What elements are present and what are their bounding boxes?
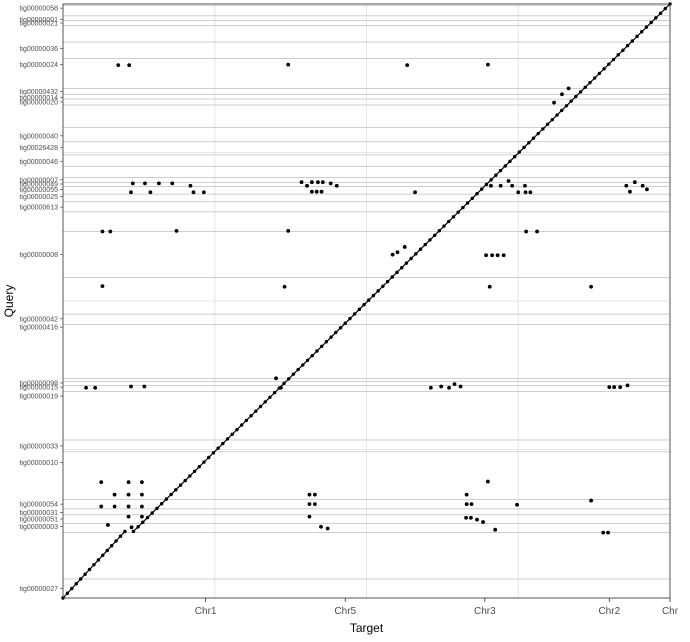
y-tick-label: tig00000036	[19, 46, 58, 53]
x-tick-label: Chr5	[334, 606, 356, 617]
y-tick-label: tig00000054	[19, 502, 58, 509]
x-tick-label: Chr1	[195, 606, 217, 617]
y-tick-label: tig00000003	[19, 524, 58, 531]
y-tick-label: tig00000024	[19, 62, 58, 69]
y-tick-label: tig00000025	[19, 194, 58, 201]
y-tick-label: tig00000432	[19, 89, 58, 96]
y-tick-label: tig00000007	[19, 177, 58, 184]
y-tick-label: tig00000033	[19, 443, 58, 450]
y-axis-title: Query	[2, 285, 16, 318]
y-tick-label: tig00000031	[19, 510, 58, 517]
y-tick-label: tig00000613	[19, 205, 58, 212]
y-tick-label: tig00000042	[19, 316, 58, 323]
y-tick-label: tig00000051	[19, 516, 58, 523]
y-tick-label: tig00000046	[19, 159, 58, 166]
chart-svg: Chr1 Chr5 Chr3 Chr2 Chr tig00000027 tig0000000…	[0, 0, 690, 642]
y-tick-label: tig00000010	[19, 460, 58, 467]
y-tick-label: tig00000027	[19, 586, 58, 593]
synteny-dotplot-chart: Chr1 Chr5 Chr3 Chr2 Chr tig00000027 tig0000000…	[0, 0, 690, 642]
y-tick-label: tig00000019	[19, 394, 58, 401]
y-tick-label: tig00000058	[19, 6, 58, 13]
x-tick-label: Chr3	[474, 606, 496, 617]
x-tick-label: Chr	[662, 606, 679, 617]
y-tick-label: tig00000098	[19, 380, 58, 387]
y-tick-label: tig00026428	[19, 145, 58, 152]
y-tick-label: tig00000001	[19, 17, 58, 24]
y-tick-label: tig00000008	[19, 252, 58, 259]
x-axis-title: Target	[350, 621, 384, 635]
y-tick-label: tig00000416	[19, 325, 58, 332]
x-tick-label: Chr2	[598, 606, 620, 617]
y-tick-label: tig00000040	[19, 133, 58, 140]
